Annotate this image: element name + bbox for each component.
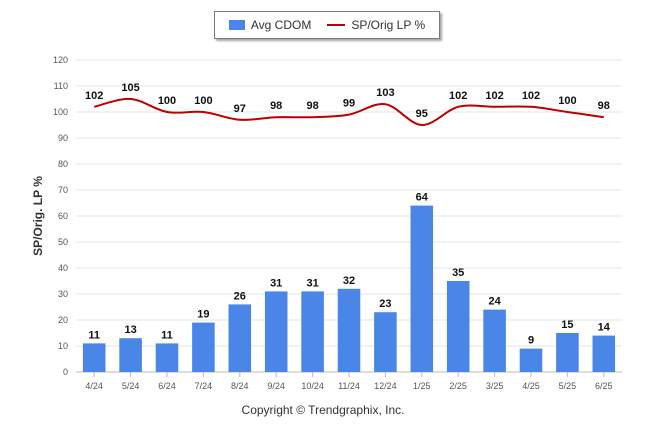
y-tick-label: 30 (58, 289, 68, 299)
y-tick-label: 80 (58, 159, 68, 169)
x-tick-label: 4/24 (85, 381, 103, 391)
bar-data-label: 26 (234, 290, 246, 302)
bar (483, 309, 506, 372)
bar (556, 333, 579, 372)
line-data-label: 100 (558, 95, 576, 107)
bar (155, 343, 179, 372)
line-data-label: 102 (449, 90, 467, 102)
y-tick-label: 50 (58, 237, 68, 247)
bar (446, 281, 470, 372)
x-tick-label: 7/24 (195, 381, 213, 391)
bar (192, 322, 215, 372)
bar-data-label: 11 (161, 329, 173, 341)
bar (519, 348, 543, 372)
line-data-label: 102 (485, 90, 503, 102)
y-tick-label: 60 (58, 211, 68, 221)
line-data-label: 98 (598, 100, 610, 112)
x-tick-label: 9/24 (267, 381, 285, 391)
bar-data-label: 64 (416, 192, 429, 204)
bar-data-label: 19 (197, 309, 209, 321)
line-data-label: 98 (270, 100, 282, 112)
line-data-label: 99 (343, 98, 355, 110)
x-tick-label: 5/24 (122, 381, 140, 391)
line-data-label: 103 (376, 87, 394, 99)
bar (374, 312, 397, 372)
x-tick-label: 6/24 (158, 381, 176, 391)
legend-swatch-bar (228, 20, 245, 30)
x-tick-label: 10/24 (301, 381, 324, 391)
line-data-label: 102 (85, 90, 103, 102)
bar (228, 304, 252, 372)
x-tick-label: 2/25 (449, 381, 467, 391)
legend-swatch-line (327, 24, 346, 26)
bar-data-label: 35 (452, 267, 464, 279)
bar-data-label: 31 (270, 277, 282, 289)
x-tick-label: 11/24 (338, 381, 360, 391)
x-tick-label: 3/25 (486, 381, 504, 391)
bar-data-label: 9 (528, 335, 534, 347)
y-tick-label: 70 (58, 185, 68, 195)
x-tick-label: 1/25 (413, 381, 431, 391)
line-series-path (93, 97, 604, 127)
y-tick-label: 110 (54, 81, 68, 91)
bar (337, 288, 361, 372)
chart-legend: Avg CDOM SP/Orig LP % (214, 11, 440, 39)
line-data-label: 97 (234, 103, 246, 115)
x-tick-label: 4/25 (522, 381, 540, 391)
bar-data-label: 13 (124, 324, 136, 336)
bar-data-label: 24 (488, 296, 501, 308)
bar-data-label: 11 (88, 329, 100, 341)
x-tick-label: 6/25 (595, 381, 613, 391)
bar (264, 291, 288, 372)
bar (592, 335, 616, 372)
x-tick-label: 8/24 (231, 381, 249, 391)
y-tick-label: 20 (58, 315, 68, 325)
legend-label-bar: Avg CDOM (250, 18, 312, 32)
line-data-label: 102 (522, 90, 540, 102)
legend-item-bar[interactable]: Avg CDOM (228, 18, 312, 32)
line-data-label: 105 (121, 82, 139, 94)
y-tick-label: 90 (58, 133, 68, 143)
line-data-label: 95 (416, 108, 428, 120)
legend-item-line[interactable]: SP/Orig LP % (327, 18, 425, 32)
bar (410, 205, 434, 372)
bar (119, 338, 142, 372)
y-tick-label: 120 (53, 55, 68, 65)
line-data-label: 100 (158, 95, 176, 107)
y-tick-label: 40 (58, 263, 68, 273)
bar-data-label: 14 (598, 322, 611, 334)
bar-data-label: 15 (561, 319, 573, 331)
bar (301, 291, 324, 372)
y-tick-label: 0 (63, 367, 68, 377)
copyright-footer: Copyright © Trendgraphix, Inc. (241, 403, 405, 417)
bar-data-label: 23 (379, 298, 391, 310)
line-data-label: 100 (194, 95, 212, 107)
bar (82, 343, 106, 372)
bar-data-label: 31 (306, 277, 318, 289)
line-data-label: 98 (306, 100, 318, 112)
bar-data-label: 32 (343, 275, 355, 287)
x-tick-label: 5/25 (559, 381, 577, 391)
x-tick-label: 12/24 (374, 381, 397, 391)
y-tick-label: 10 (58, 341, 68, 351)
legend-label-line: SP/Orig LP % (351, 18, 426, 32)
y-tick-label: 100 (53, 107, 68, 117)
